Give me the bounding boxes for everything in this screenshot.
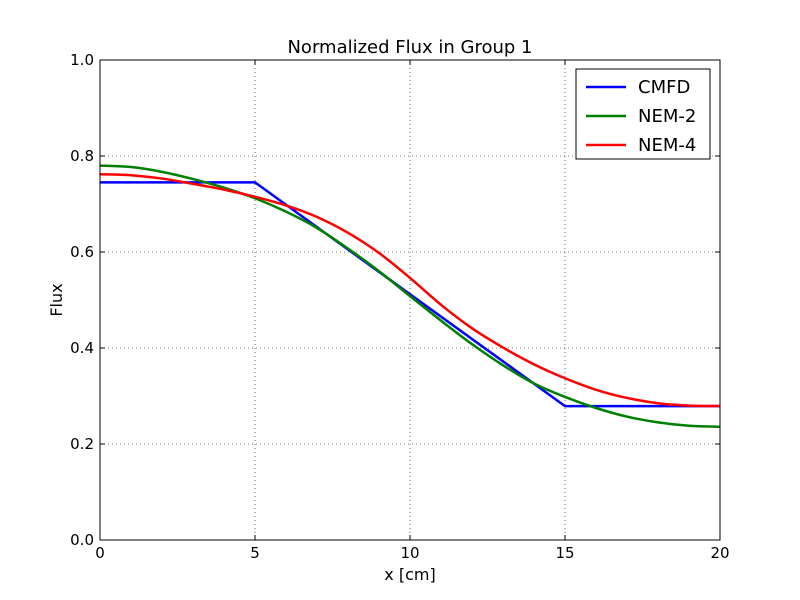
x-axis-title: x [cm] [384,565,435,584]
axis-ticks: 0 5 10 15 20 0.0 0.2 0.4 0.6 0.8 1.0 [70,51,729,562]
series-line-cmfd [100,181,720,408]
y-tick-label: 0.4 [70,339,94,357]
y-axis-title: Flux [47,283,66,316]
series-line-nem-2 [99,164,721,428]
series-line-nem-4 [99,172,721,408]
x-tick-label: 5 [250,544,260,562]
series-lines [99,164,721,428]
x-tick-label: 20 [710,544,729,562]
y-tick-label: 0.0 [70,531,94,549]
y-tick-label: 0.8 [70,147,94,165]
legend-label-nem-4: NEM-4 [638,135,696,156]
x-tick-label: 0 [95,544,105,562]
y-tick-label: 1.0 [70,51,94,69]
x-tick-label: 10 [400,544,419,562]
chart-title: Normalized Flux in Group 1 [287,37,532,58]
y-tick-label: 0.2 [70,435,94,453]
legend-label-cmfd: CMFD [638,77,690,98]
legend-label-nem-2: NEM-2 [638,106,696,127]
legend: CMFD NEM-2 NEM-4 [575,68,711,160]
y-tick-label: 0.6 [70,243,94,261]
x-tick-label: 15 [555,544,574,562]
